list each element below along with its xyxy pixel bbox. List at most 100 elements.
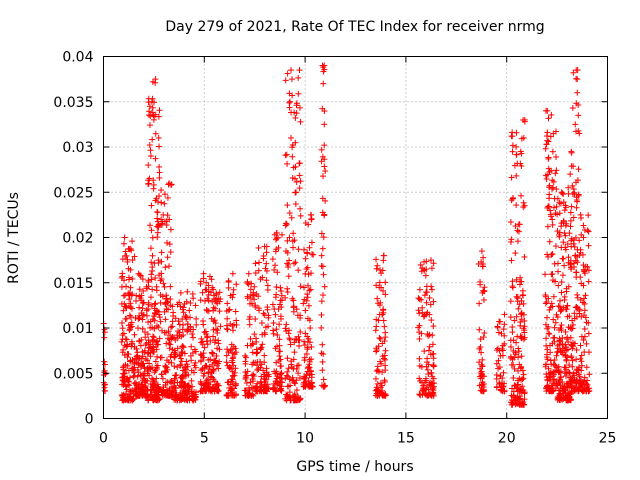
data-point <box>190 326 197 333</box>
data-point <box>320 234 327 241</box>
data-point <box>376 391 383 398</box>
data-point <box>559 255 566 262</box>
data-point <box>372 327 379 334</box>
data-point <box>428 283 435 290</box>
data-point <box>158 276 165 283</box>
data-point <box>509 148 516 155</box>
data-point <box>151 380 158 387</box>
data-point <box>223 359 230 366</box>
data-point <box>419 265 426 272</box>
data-point <box>166 241 173 248</box>
data-point <box>255 305 262 312</box>
data-point <box>290 244 297 251</box>
data-point <box>246 321 253 328</box>
data-point <box>193 315 200 322</box>
data-point <box>286 257 293 264</box>
data-point <box>320 383 327 390</box>
data-point <box>373 368 380 375</box>
data-point <box>381 338 388 345</box>
data-point <box>288 76 295 83</box>
data-point <box>129 275 136 282</box>
data-point <box>304 346 311 353</box>
data-point <box>430 362 437 369</box>
data-point <box>556 199 563 206</box>
data-point <box>380 306 387 313</box>
data-point <box>224 315 231 322</box>
data-point <box>167 341 174 348</box>
data-point <box>320 271 327 278</box>
data-point <box>585 330 592 337</box>
data-point <box>263 260 270 267</box>
data-point <box>192 359 199 366</box>
data-point <box>304 264 311 271</box>
data-point <box>124 396 131 403</box>
data-point <box>278 292 285 299</box>
data-point <box>545 330 552 337</box>
data-point <box>147 122 154 129</box>
data-point <box>301 338 308 345</box>
data-point <box>122 303 129 310</box>
data-point <box>416 310 423 317</box>
data-point <box>260 367 267 374</box>
data-point <box>149 104 156 111</box>
data-point <box>119 392 126 399</box>
data-point <box>513 151 520 158</box>
data-point <box>307 325 314 332</box>
data-point <box>151 325 158 332</box>
data-point <box>306 361 313 368</box>
data-point <box>226 384 233 391</box>
data-point <box>144 357 151 364</box>
data-point <box>513 293 520 300</box>
data-point <box>307 286 314 293</box>
data-point <box>178 358 185 365</box>
data-point <box>123 315 130 322</box>
data-point <box>145 319 152 326</box>
data-point <box>372 375 379 382</box>
data-point <box>119 273 126 280</box>
data-point <box>246 386 253 393</box>
data-point <box>318 252 325 259</box>
data-point <box>242 392 249 399</box>
data-point <box>165 328 172 335</box>
data-point <box>242 358 249 365</box>
data-point <box>156 174 163 181</box>
data-point <box>176 332 183 339</box>
data-point <box>276 301 283 308</box>
data-point <box>123 386 130 393</box>
data-point <box>480 296 487 303</box>
data-point <box>274 269 281 276</box>
data-point <box>141 347 148 354</box>
data-point <box>232 365 239 372</box>
data-point <box>381 377 388 384</box>
data-point <box>256 358 263 365</box>
data-point <box>174 345 181 352</box>
data-point <box>296 160 303 167</box>
data-point <box>296 172 303 179</box>
data-point <box>554 260 561 267</box>
data-point <box>321 163 328 170</box>
data-point <box>197 351 204 358</box>
data-point <box>176 352 183 359</box>
data-point <box>516 281 523 288</box>
data-point <box>231 351 238 358</box>
y-tick-label: 0.04 <box>62 50 93 66</box>
data-point <box>545 155 552 162</box>
data-point <box>183 394 190 401</box>
data-point <box>417 261 424 268</box>
data-point <box>548 111 555 118</box>
data-point <box>224 326 231 333</box>
data-point <box>320 173 327 180</box>
data-point <box>244 280 251 287</box>
data-point <box>152 367 159 374</box>
data-point <box>290 377 297 384</box>
data-point <box>148 271 155 278</box>
data-point <box>122 335 129 342</box>
data-point <box>289 92 296 99</box>
data-point <box>118 338 125 345</box>
data-point <box>134 366 141 373</box>
data-point <box>288 358 295 365</box>
data-point <box>286 104 293 111</box>
data-point <box>428 265 435 272</box>
y-axis-label: ROTI / TECUs <box>6 192 22 284</box>
data-point <box>228 376 235 383</box>
